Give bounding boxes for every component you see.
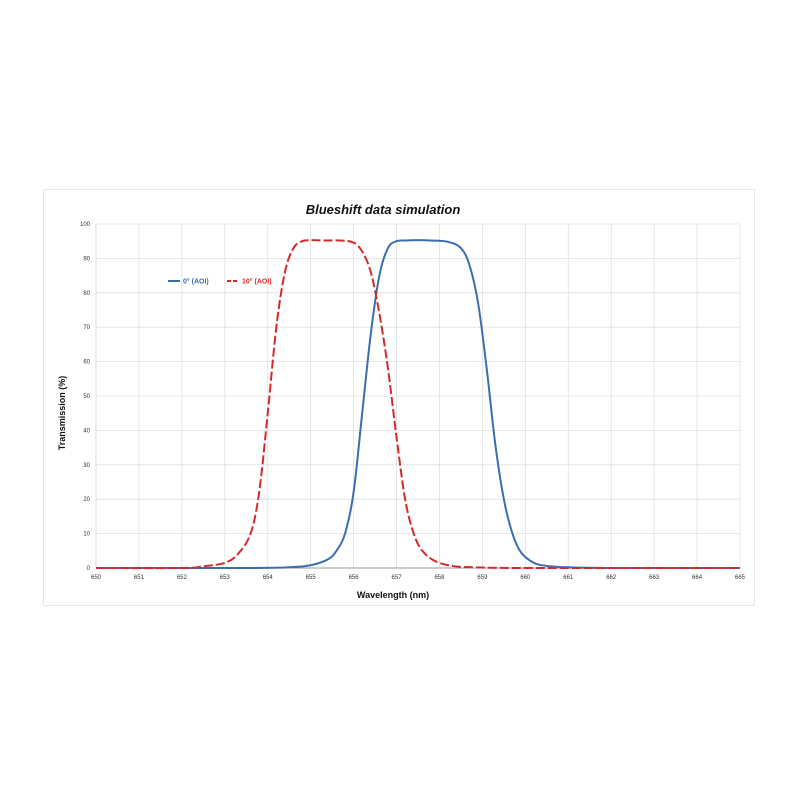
legend: 0° (AOI) 10° (AOI) bbox=[168, 278, 272, 286]
transmission-chart: Blueshift data simulation 650 651 652 653 65… bbox=[57, 202, 746, 600]
y-tick-70: 70 bbox=[83, 325, 90, 331]
y-tick-50: 50 bbox=[83, 394, 90, 400]
y-tick-60: 60 bbox=[83, 360, 90, 366]
y-tick-90: 90 bbox=[83, 256, 90, 262]
x-tick-651: 651 bbox=[134, 575, 145, 581]
x-tick-661: 661 bbox=[563, 575, 574, 581]
y-tick-40: 40 bbox=[83, 428, 90, 434]
series-line-10deg bbox=[95, 239, 741, 570]
x-tick-662: 662 bbox=[606, 575, 617, 581]
y-axis-label: Transmission (%) bbox=[57, 376, 67, 451]
y-tick-0: 0 bbox=[87, 566, 91, 572]
chart-title: Blueshift data simulation bbox=[306, 202, 461, 217]
x-tick-663: 663 bbox=[649, 575, 660, 581]
y-tick-20: 20 bbox=[83, 497, 90, 503]
chart-frame: Blueshift data simulation 650 651 652 653 65… bbox=[43, 189, 755, 606]
y-tick-100: 100 bbox=[80, 222, 91, 228]
legend-label-0deg: 0° (AOI) bbox=[183, 278, 209, 286]
y-tick-30: 30 bbox=[83, 463, 90, 469]
x-tick-657: 657 bbox=[392, 575, 403, 581]
x-tick-659: 659 bbox=[477, 575, 488, 581]
y-tick-80: 80 bbox=[83, 291, 90, 297]
x-tick-650: 650 bbox=[91, 575, 102, 581]
series-line-0deg bbox=[95, 239, 741, 570]
x-tick-660: 660 bbox=[520, 575, 531, 581]
x-axis-label: Wavelength (nm) bbox=[357, 590, 429, 600]
x-tick-655: 655 bbox=[306, 575, 317, 581]
x-tick-664: 664 bbox=[692, 575, 703, 581]
y-tick-labels: 0 10 20 30 40 50 60 70 80 90 100 bbox=[80, 222, 91, 572]
x-tick-654: 654 bbox=[263, 575, 274, 581]
x-tick-658: 658 bbox=[434, 575, 445, 581]
x-tick-653: 653 bbox=[220, 575, 231, 581]
x-tick-652: 652 bbox=[177, 575, 188, 581]
y-tick-10: 10 bbox=[83, 532, 90, 538]
x-tick-656: 656 bbox=[349, 575, 360, 581]
grid-lines bbox=[96, 223, 741, 568]
x-tick-labels: 650 651 652 653 654 655 656 657 658 659 660 661 662 6… bbox=[91, 575, 746, 581]
series-lines bbox=[95, 239, 741, 570]
legend-label-10deg: 10° (AOI) bbox=[242, 278, 272, 286]
x-tick-665: 665 bbox=[735, 575, 746, 581]
